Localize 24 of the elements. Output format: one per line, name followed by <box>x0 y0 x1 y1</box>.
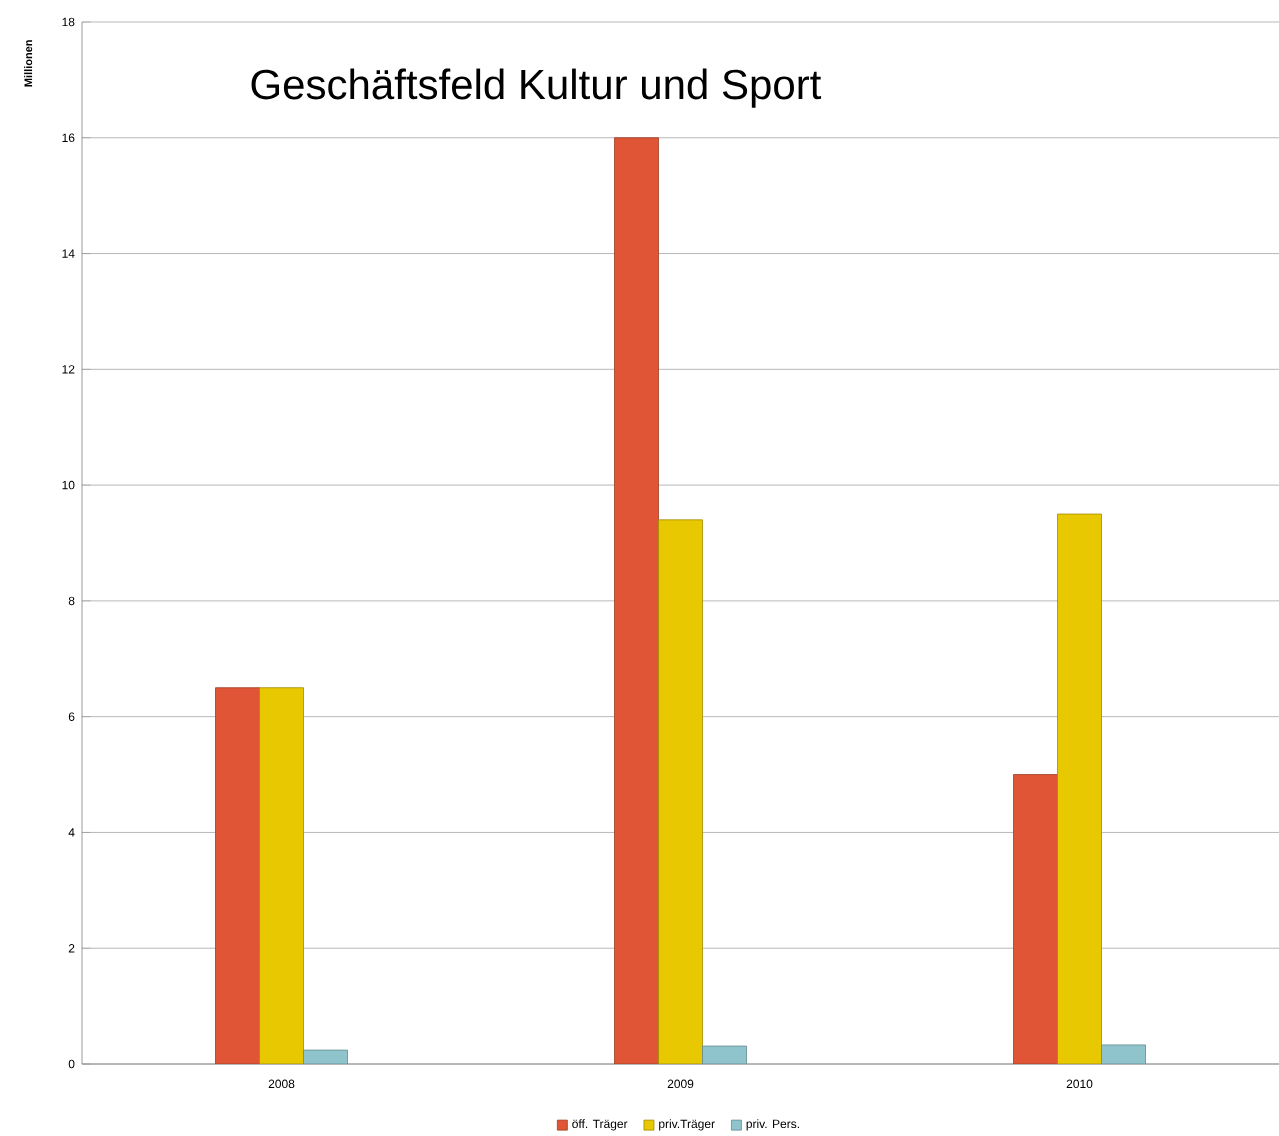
x-tick-label: 2009 <box>667 1079 694 1089</box>
x-tick-label: 2010 <box>1066 1079 1093 1089</box>
bar <box>1057 513 1102 1064</box>
bar <box>658 519 703 1064</box>
x-tick-label: 2008 <box>268 1079 295 1089</box>
y-tick-label: 12 <box>62 365 75 374</box>
bar <box>215 687 260 1064</box>
bar <box>1013 774 1058 1064</box>
bar <box>614 137 659 1064</box>
y-axis-title: Millionen <box>24 40 33 87</box>
y-tick-label: 4 <box>68 828 75 837</box>
legend-label: priv. Pers. <box>746 1119 799 1131</box>
y-tick-label: 2 <box>68 944 75 953</box>
bar <box>259 687 304 1064</box>
y-tick-label: 0 <box>68 1059 75 1069</box>
legend-label: priv.Träger <box>659 1119 715 1131</box>
y-tick-label: 8 <box>68 596 75 606</box>
y-tick-label: 14 <box>62 249 75 258</box>
y-tick-label: 10 <box>62 480 75 490</box>
legend-label: öff. Träger <box>572 1119 628 1131</box>
y-tick-label: 6 <box>68 712 75 721</box>
text: Geschäftsfeld Kultur und Sport <box>251 68 822 108</box>
y-tick-label: 16 <box>62 133 75 143</box>
y-tick-label: 18 <box>62 17 75 27</box>
